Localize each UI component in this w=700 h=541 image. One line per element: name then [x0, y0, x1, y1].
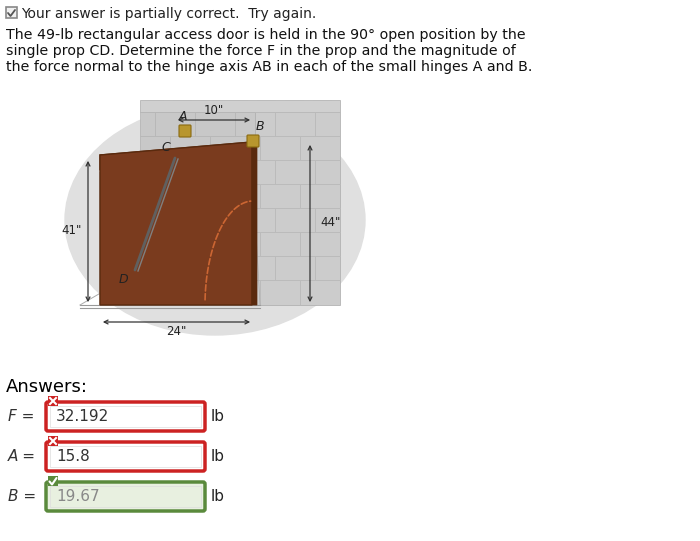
Polygon shape — [140, 112, 255, 305]
Polygon shape — [100, 142, 252, 305]
FancyBboxPatch shape — [6, 7, 17, 18]
Ellipse shape — [65, 105, 365, 335]
FancyBboxPatch shape — [48, 476, 58, 486]
FancyBboxPatch shape — [179, 125, 191, 137]
Polygon shape — [255, 112, 340, 305]
Bar — [50, 406, 201, 427]
Text: lb: lb — [211, 449, 225, 464]
Text: 24": 24" — [166, 325, 186, 338]
Text: 41": 41" — [62, 223, 82, 236]
Text: 15.8: 15.8 — [56, 449, 90, 464]
Text: 19.67: 19.67 — [56, 489, 99, 504]
FancyBboxPatch shape — [48, 436, 58, 446]
FancyBboxPatch shape — [46, 402, 205, 431]
Text: A: A — [178, 110, 188, 123]
Text: the force normal to the hinge axis AB in each of the small hinges A and B.: the force normal to the hinge axis AB in… — [6, 60, 533, 74]
Text: Answers:: Answers: — [6, 378, 88, 396]
Polygon shape — [100, 157, 252, 305]
Text: The 49-lb rectangular access door is held in the 90° open position by the: The 49-lb rectangular access door is hel… — [6, 28, 526, 42]
Text: Your answer is partially correct.  Try again.: Your answer is partially correct. Try ag… — [21, 7, 316, 21]
Polygon shape — [140, 100, 340, 112]
Polygon shape — [100, 142, 252, 170]
Text: lb: lb — [211, 409, 225, 424]
Text: A =: A = — [8, 449, 36, 464]
FancyBboxPatch shape — [247, 135, 259, 147]
Bar — [50, 446, 201, 467]
Text: 10": 10" — [204, 104, 224, 117]
Text: 32.192: 32.192 — [56, 409, 109, 424]
Polygon shape — [252, 142, 257, 305]
Text: F =: F = — [8, 409, 34, 424]
Text: single prop CD. Determine the force F in the prop and the magnitude of: single prop CD. Determine the force F in… — [6, 44, 516, 58]
FancyBboxPatch shape — [48, 396, 58, 406]
Text: 44": 44" — [320, 216, 340, 229]
Text: C: C — [161, 141, 170, 154]
Bar — [50, 486, 201, 507]
Text: D: D — [118, 273, 128, 286]
Text: B =: B = — [8, 489, 36, 504]
FancyBboxPatch shape — [46, 442, 205, 471]
FancyBboxPatch shape — [46, 482, 205, 511]
Text: lb: lb — [211, 489, 225, 504]
Text: B: B — [256, 120, 265, 133]
